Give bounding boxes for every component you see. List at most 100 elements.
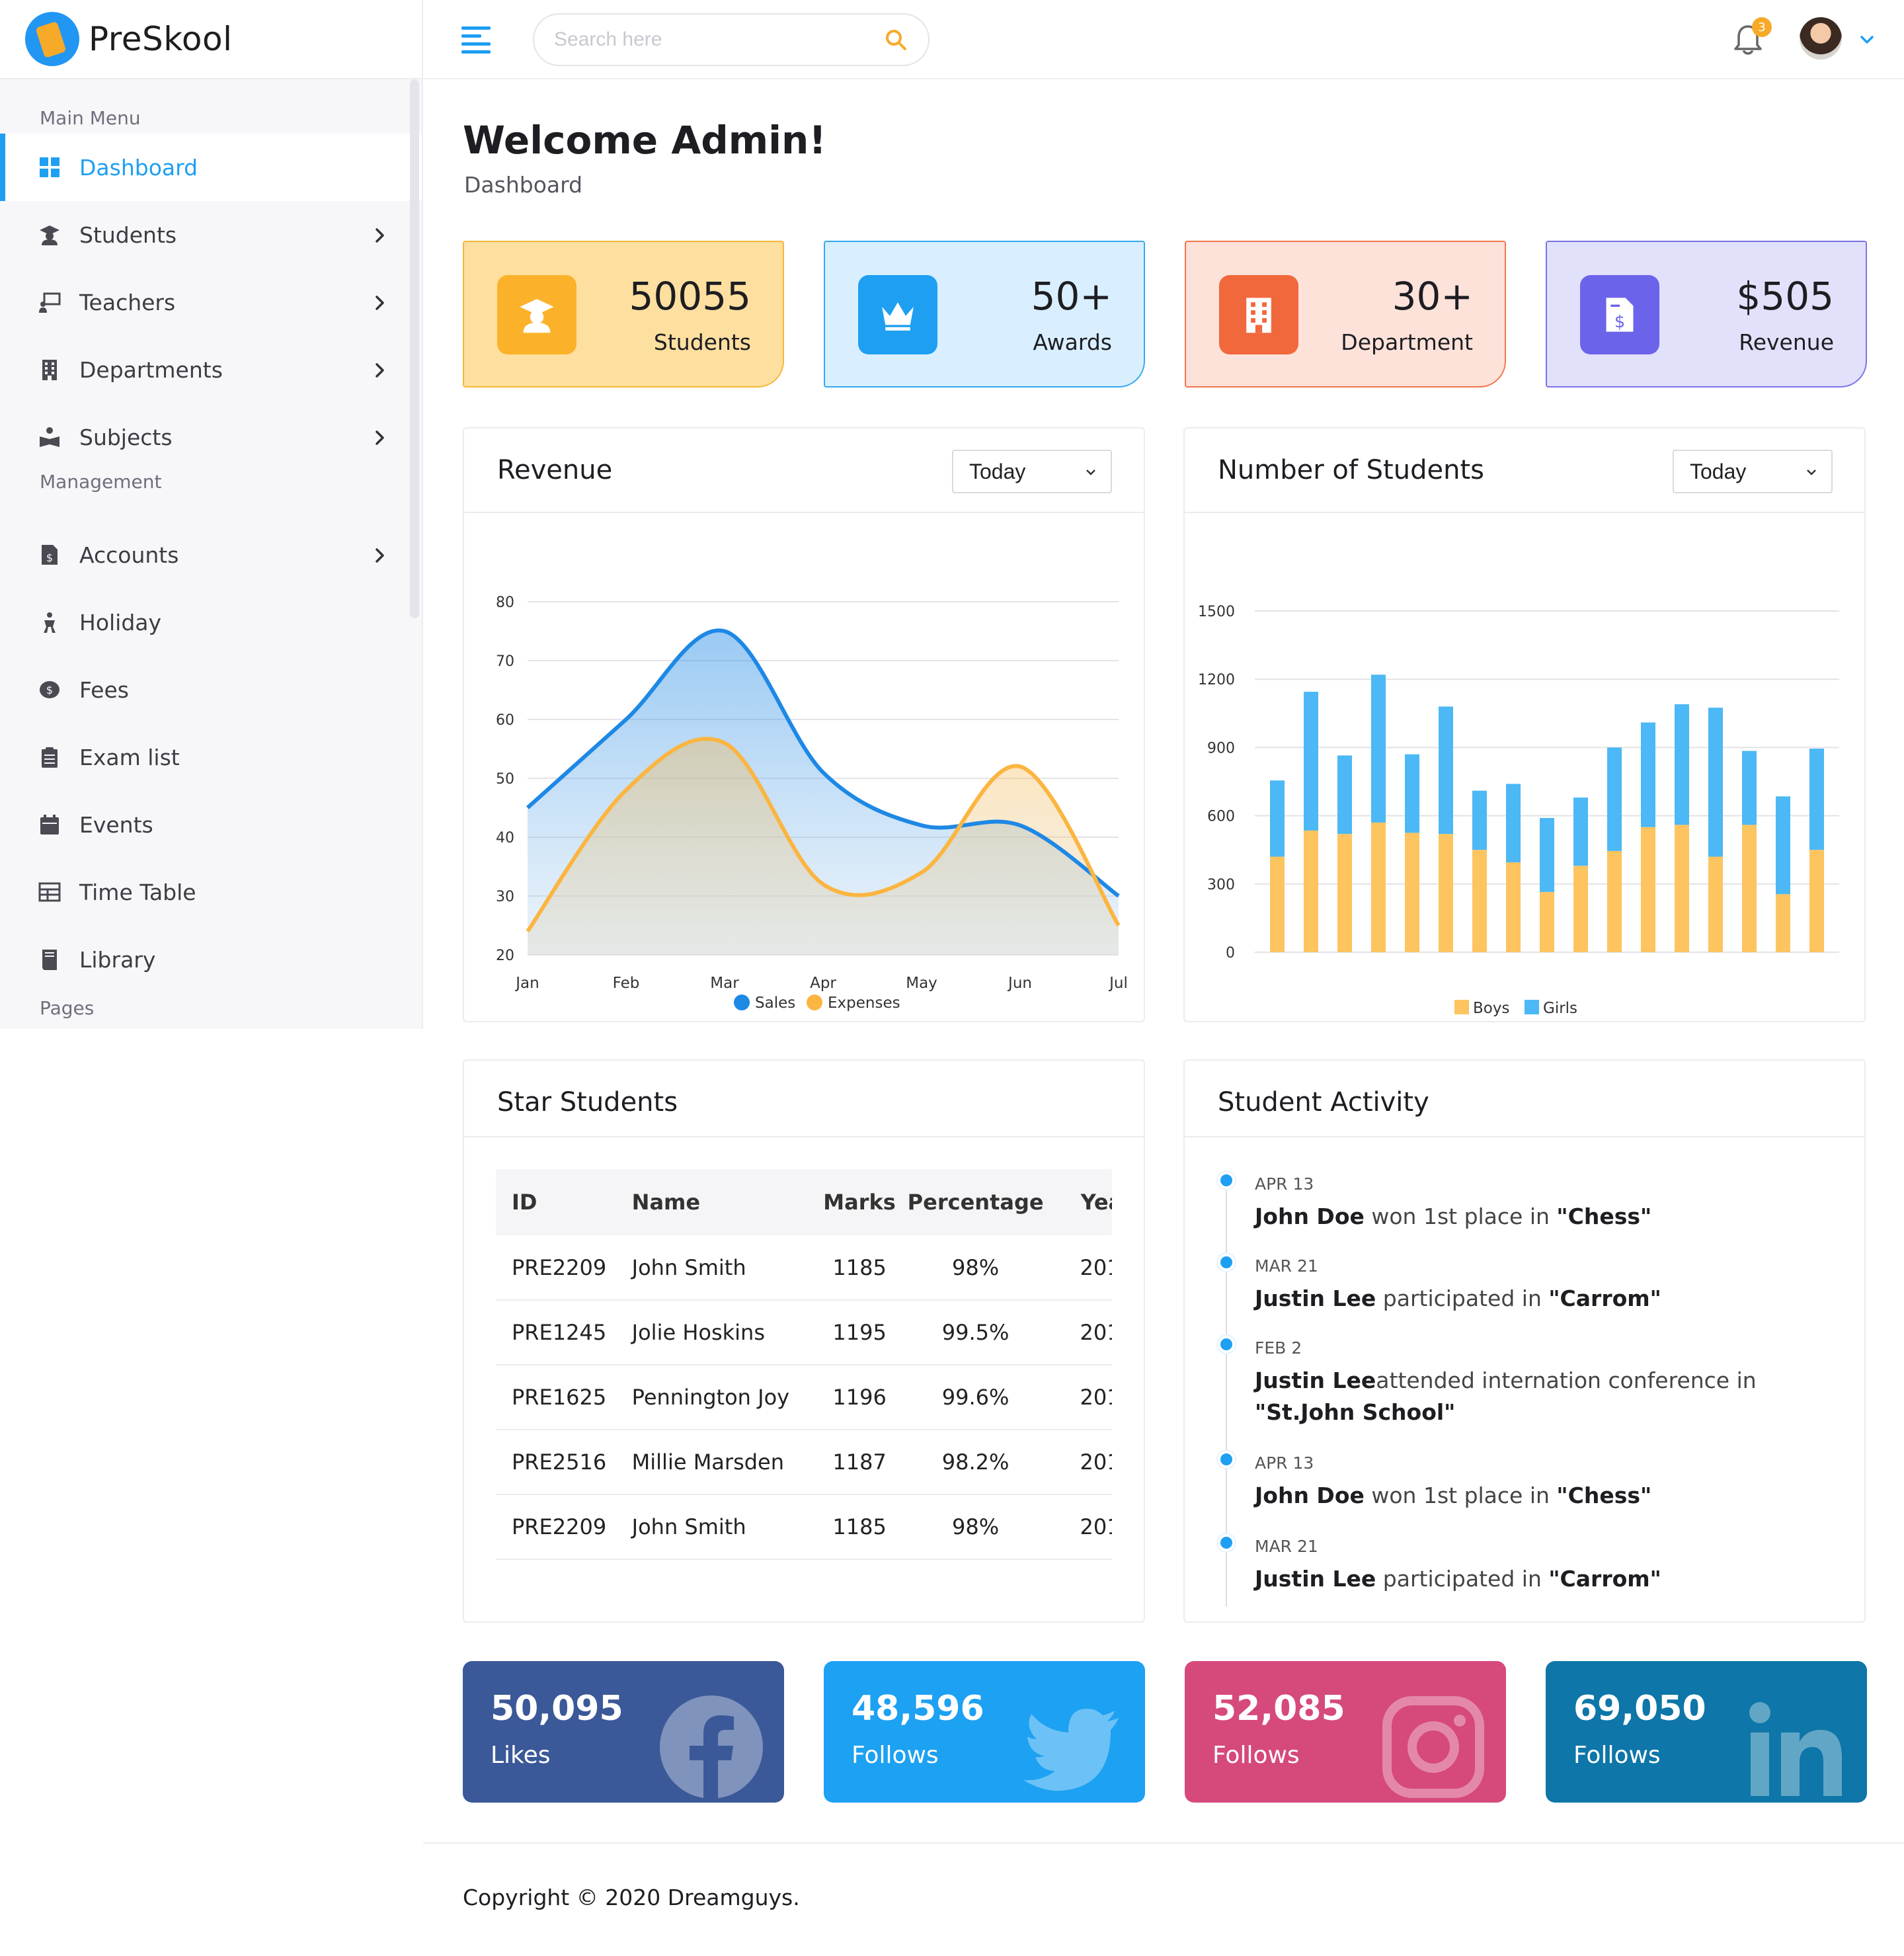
stat-card-department[interactable]: 30+ Department <box>1185 241 1506 387</box>
sidebar-item-teachers[interactable]: Teachers <box>0 268 422 336</box>
sidebar-item-library[interactable]: Library <box>0 926 422 993</box>
sidebar-item-time-table[interactable]: Time Table <box>0 858 422 926</box>
search-input[interactable] <box>533 13 930 66</box>
revenue-filter-select[interactable]: Today <box>952 450 1112 493</box>
breadcrumb[interactable]: Dashboard <box>464 172 583 198</box>
sidebar-item-students[interactable]: Students <box>0 201 422 268</box>
social-count: 48,596 <box>852 1689 984 1729</box>
sidebar-item-departments[interactable]: Departments <box>0 336 422 403</box>
column-header[interactable]: Name <box>615 1169 812 1235</box>
user-avatar[interactable] <box>1800 17 1842 60</box>
bar-girls <box>1405 754 1419 833</box>
social-card-twitter[interactable]: 48,596 Follows <box>824 1661 1145 1803</box>
stat-label: Students <box>653 329 751 355</box>
stat-card-awards[interactable]: 50+ Awards <box>824 241 1145 387</box>
table-header-row: IDNameMarksPercentageYear <box>496 1169 1112 1235</box>
sidebar-item-holiday[interactable]: Holiday <box>0 589 422 656</box>
bar-boys <box>1641 827 1655 952</box>
graduate-icon <box>497 275 576 354</box>
panel-header: Revenue Today <box>464 428 1144 513</box>
sidebar-item-dashboard[interactable]: Dashboard <box>0 134 422 201</box>
activity-target: "Chess" <box>1556 1203 1652 1229</box>
chevron-down-icon <box>1807 469 1816 475</box>
stat-card-students[interactable]: 50055 Students <box>463 241 784 387</box>
column-header[interactable]: Percentage <box>907 1169 1044 1235</box>
social-card-linkedin[interactable]: 69,050 Follows <box>1546 1661 1867 1803</box>
sidebar-item-subjects[interactable]: Subjects <box>0 403 422 471</box>
panel-header: Student Activity <box>1185 1061 1864 1137</box>
activity-action: attended internation conference in <box>1376 1367 1757 1393</box>
bar-girls <box>1708 708 1723 857</box>
brand[interactable]: PreSkool <box>0 0 422 79</box>
activity-date: FEB 2 <box>1255 1338 1302 1358</box>
activity-date: APR 13 <box>1255 1174 1314 1194</box>
activity-student-name[interactable]: Justin Lee <box>1255 1285 1376 1311</box>
bar-girls <box>1371 674 1386 823</box>
sidebar-item-label: Subjects <box>79 424 173 450</box>
sidebar-item-label: Accounts <box>79 542 179 568</box>
timeline-dot <box>1218 1336 1235 1353</box>
y-tick-label: 1500 <box>1198 604 1235 620</box>
bar-girls <box>1270 780 1285 857</box>
social-label: Likes <box>491 1742 551 1769</box>
bar-boys <box>1708 856 1723 952</box>
table-cell: 2018 <box>1043 1300 1112 1365</box>
timeline-dot <box>1218 1254 1235 1271</box>
hamburger-menu-icon[interactable] <box>461 25 493 54</box>
y-tick-label: 40 <box>496 830 514 846</box>
instagram-icon <box>1380 1694 1486 1800</box>
table-cell: PRE2516 <box>496 1430 616 1495</box>
page-title: Welcome Admin! <box>463 118 826 163</box>
activity-text: Justin Lee participated in "Carrom" <box>1255 1563 1850 1595</box>
sidebar-item-exam-list[interactable]: Exam list <box>0 723 422 791</box>
x-tick-label: Jul <box>1108 975 1128 992</box>
social-card-facebook[interactable]: 50,095 Likes <box>463 1661 784 1803</box>
holiday-icon <box>38 611 61 633</box>
social-count: 52,085 <box>1212 1689 1345 1729</box>
table-icon <box>38 881 61 903</box>
activity-student-name[interactable]: Justin Lee <box>1255 1566 1376 1592</box>
book-icon <box>38 948 61 971</box>
chevron-right-icon <box>370 225 390 245</box>
stat-card-revenue[interactable]: $ $505 Revenue <box>1546 241 1867 387</box>
stat-value: $505 <box>1736 274 1834 319</box>
invoice-icon: $ <box>38 544 61 566</box>
activity-target: "Carrom" <box>1548 1566 1661 1592</box>
sidebar-item-label: Fees <box>79 676 129 703</box>
activity-text: John Doe won 1st place in "Chess" <box>1255 1480 1850 1512</box>
sidebar-item-label: Events <box>79 811 153 838</box>
y-tick-label: 30 <box>496 889 514 905</box>
column-header[interactable]: Marks <box>811 1169 908 1235</box>
sidebar-item-accounts[interactable]: $ Accounts <box>0 521 422 589</box>
activity-target: "Chess" <box>1556 1483 1652 1508</box>
notification-badge: 3 <box>1752 17 1772 37</box>
sidebar-scrollbar[interactable] <box>410 79 419 618</box>
series-line-sales <box>526 628 1120 898</box>
svg-text:$: $ <box>46 551 53 564</box>
table-cell: PRE2209 <box>496 1235 616 1301</box>
column-header[interactable]: Year <box>1043 1169 1112 1235</box>
column-header[interactable]: ID <box>496 1169 616 1235</box>
students-filter-select[interactable]: Today <box>1673 450 1833 493</box>
bar-girls <box>1776 796 1790 895</box>
table-cell: 98% <box>907 1494 1044 1560</box>
sidebar-item-events[interactable]: Events <box>0 791 422 858</box>
activity-student-name[interactable]: John Doe <box>1255 1483 1365 1508</box>
clipboard-icon <box>38 746 61 768</box>
activity-student-name[interactable]: Justin Lee <box>1255 1367 1376 1393</box>
search-icon[interactable] <box>884 28 908 52</box>
series-line-expenses <box>526 737 1121 933</box>
chevron-down-icon[interactable] <box>1858 30 1876 49</box>
activity-date: MAR 21 <box>1255 1256 1318 1276</box>
social-card-instagram[interactable]: 52,085 Follows <box>1185 1661 1506 1803</box>
activity-student-name[interactable]: John Doe <box>1255 1203 1365 1229</box>
menu-section-pages: Pages <box>40 997 95 1019</box>
sidebar-item-fees[interactable]: $ Fees <box>0 656 422 723</box>
crown-icon <box>858 275 937 354</box>
